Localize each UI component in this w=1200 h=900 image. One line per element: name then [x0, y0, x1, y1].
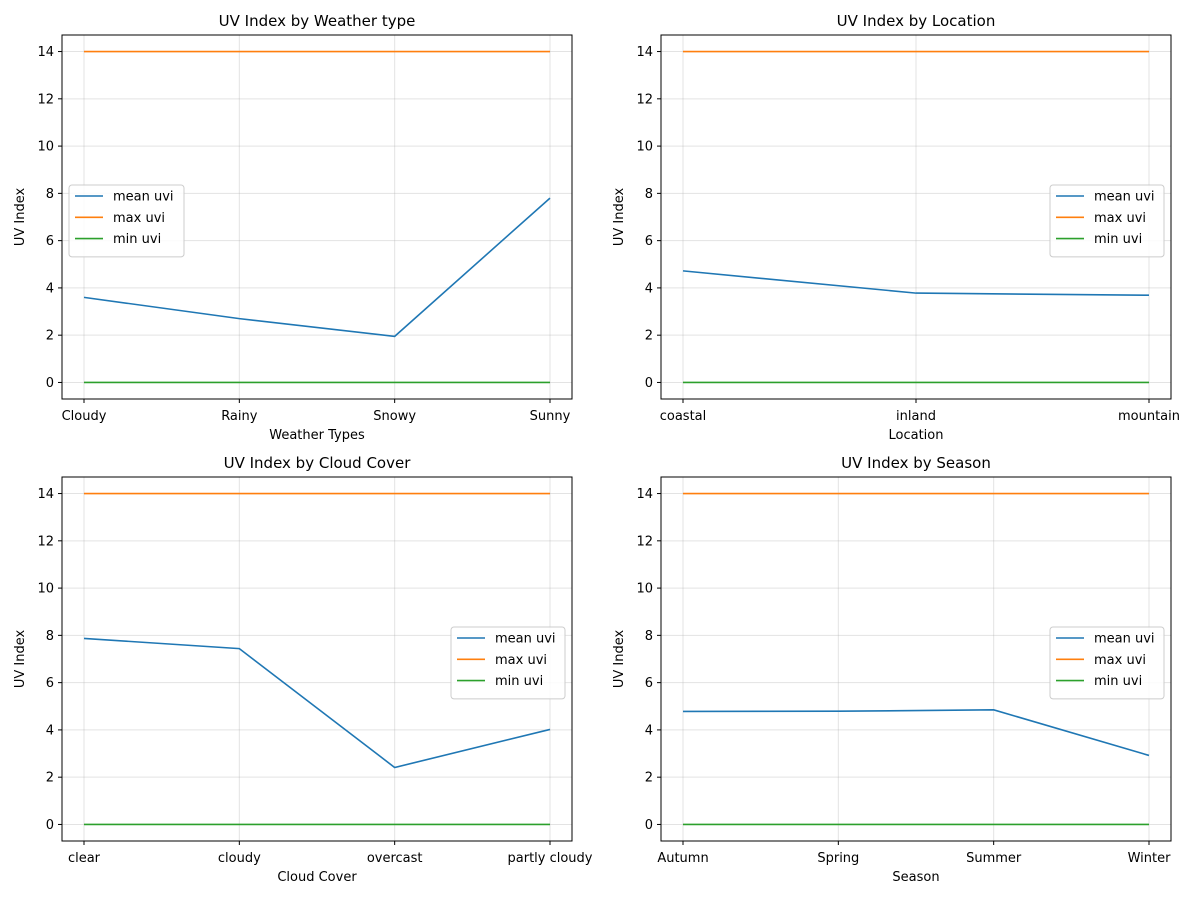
legend-label: min uvi [495, 674, 543, 689]
chart-title: UV Index by Cloud Cover [224, 454, 412, 472]
legend-label: min uvi [1094, 232, 1142, 247]
series-line-mean-uvi [83, 197, 551, 338]
legend-label: max uvi [1094, 653, 1146, 668]
legend: mean uvi max uvi min uvi [450, 626, 566, 700]
x-tick-label: Summer [966, 851, 1022, 866]
x-tick-label: overcast [367, 851, 423, 866]
legend-label: mean uvi [1094, 190, 1155, 205]
x-axis-label: Weather Types [269, 428, 365, 443]
y-tick-label: 6 [46, 234, 54, 249]
chart-panel-4: Autumn Spring Summer Winter 0 2 4 6 8 10 12 14 UV In… [612, 454, 1172, 885]
legend-label: max uvi [1094, 211, 1146, 226]
legend-label: max uvi [113, 211, 165, 226]
y-tick-label: 0 [645, 376, 653, 391]
y-tick-label: 8 [46, 187, 54, 202]
y-tick-label: 2 [645, 771, 653, 786]
chart-title: UV Index by Weather type [219, 12, 416, 30]
chart-title: UV Index by Location [837, 12, 996, 30]
x-tick-label: Sunny [530, 409, 571, 424]
y-tick-label: 14 [37, 45, 54, 60]
x-axis-label: Location [889, 428, 944, 443]
axes-frame [660, 476, 1172, 842]
x-axis-label: Cloud Cover [277, 870, 357, 885]
y-tick-label: 4 [46, 723, 54, 738]
legend-label: min uvi [1094, 674, 1142, 689]
y-tick-label: 14 [636, 487, 653, 502]
y-tick-label: 6 [645, 234, 653, 249]
legend: mean uvi max uvi min uvi [68, 184, 185, 258]
x-tick-label: Cloudy [62, 409, 107, 424]
x-tick-label: Snowy [373, 409, 416, 424]
y-axis-label: UV Index [612, 630, 627, 689]
x-tick-label: clear [68, 851, 101, 866]
y-tick-label: 0 [645, 818, 653, 833]
y-tick-label: 10 [37, 582, 54, 597]
axes-frame [61, 34, 573, 400]
x-tick-label: Winter [1128, 851, 1172, 866]
y-tick-label: 8 [645, 187, 653, 202]
y-tick-label: 14 [37, 487, 54, 502]
x-tick-label: coastal [660, 409, 707, 424]
x-tick-label: partly cloudy [508, 851, 593, 866]
y-tick-label: 10 [37, 140, 54, 155]
x-tick-label: inland [896, 409, 936, 424]
y-tick-label: 6 [645, 676, 653, 691]
y-tick-label: 12 [636, 534, 653, 549]
y-tick-label: 12 [636, 92, 653, 107]
legend-label: mean uvi [495, 632, 556, 647]
y-axis-label: UV Index [612, 188, 627, 247]
y-tick-label: 4 [645, 281, 653, 296]
y-axis-label: UV Index [13, 630, 28, 689]
chart-panel-3: clear cloudy overcast partly cloudy 0 2 4 6 8 10 1… [13, 454, 593, 885]
y-tick-label: 4 [46, 281, 54, 296]
y-tick-label: 12 [37, 534, 54, 549]
x-tick-label: cloudy [218, 851, 261, 866]
y-tick-label: 12 [37, 92, 54, 107]
series-line-mean-uvi [83, 637, 551, 769]
chart-title: UV Index by Season [841, 454, 991, 472]
series-line-mean-uvi [682, 270, 1150, 297]
y-tick-label: 2 [645, 329, 653, 344]
x-tick-label: Spring [817, 851, 859, 866]
legend-label: max uvi [495, 653, 547, 668]
legend-label: min uvi [113, 232, 161, 247]
axes-frame [61, 476, 573, 842]
y-tick-label: 6 [46, 676, 54, 691]
x-tick-label: Autumn [657, 851, 708, 866]
chart-panel-1: Cloudy Rainy Snowy Sunny 0 2 4 6 8 10 12 14 UV Index… [13, 12, 573, 443]
y-tick-label: 10 [636, 582, 653, 597]
chart-panel-2: coastal inland mountain 0 2 4 6 8 10 12 14 UV Index… [612, 12, 1180, 443]
y-tick-label: 4 [645, 723, 653, 738]
legend-label: mean uvi [1094, 632, 1155, 647]
y-tick-label: 0 [46, 376, 54, 391]
y-tick-label: 10 [636, 140, 653, 155]
legend: mean uvi max uvi min uvi [1049, 184, 1165, 258]
y-tick-label: 2 [46, 771, 54, 786]
y-tick-label: 2 [46, 329, 54, 344]
y-axis-label: UV Index [13, 188, 28, 247]
x-tick-label: Rainy [221, 409, 258, 424]
series-line-mean-uvi [682, 709, 1150, 757]
y-tick-label: 0 [46, 818, 54, 833]
y-tick-label: 8 [645, 629, 653, 644]
legend: mean uvi max uvi min uvi [1049, 626, 1165, 700]
x-tick-label: mountain [1118, 409, 1180, 424]
y-tick-label: 14 [636, 45, 653, 60]
x-axis-label: Season [892, 870, 939, 885]
legend-label: mean uvi [113, 190, 174, 205]
y-tick-label: 8 [46, 629, 54, 644]
